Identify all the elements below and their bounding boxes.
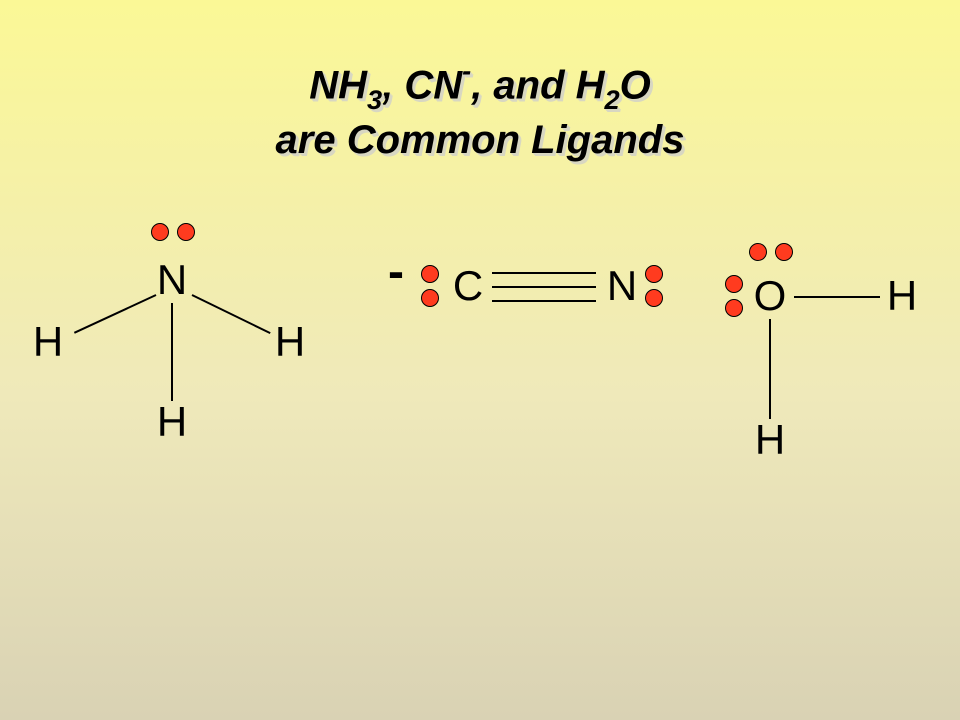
title-sub-2: 2 — [605, 84, 620, 115]
cyanide-electron-dot-2 — [645, 265, 663, 283]
water-bond-1 — [769, 319, 771, 419]
ammonia-atom-H2: H — [275, 318, 305, 366]
water-electron-dot-1 — [775, 243, 793, 261]
cyanide-atom-C: C — [453, 262, 483, 310]
water-atom-H2: H — [755, 416, 785, 464]
title-line2: are Common Ligands — [0, 115, 960, 165]
cyanide-atom-N: N — [607, 262, 637, 310]
water-electron-dot-0 — [749, 243, 767, 261]
slide-title: NH3, CN-, and H2O are Common Ligands — [0, 58, 960, 165]
cyanide-bond-1 — [492, 286, 596, 288]
water-atom-O: O — [754, 272, 787, 320]
water-electron-dot-3 — [725, 299, 743, 317]
water-bond-0 — [794, 296, 880, 298]
ammonia-bond-0 — [74, 294, 157, 334]
ammonia-electron-dot-1 — [177, 223, 195, 241]
cyanide-electron-dot-3 — [645, 289, 663, 307]
title-sub-3: 3 — [367, 84, 382, 115]
title-cn: , CN — [382, 63, 462, 107]
ammonia-electron-dot-0 — [151, 223, 169, 241]
ammonia-bond-2 — [171, 303, 173, 401]
title-o: O — [620, 63, 651, 107]
cyanide-bond-2 — [492, 300, 596, 302]
ammonia-atom-N: N — [157, 256, 187, 304]
cyanide-electron-dot-0 — [421, 265, 439, 283]
title-h: , and H — [471, 63, 604, 107]
cyanide-bond-0 — [492, 272, 596, 274]
ammonia-atom-H3: H — [157, 398, 187, 446]
cyanide-charge: - — [388, 245, 404, 300]
cyanide-electron-dot-1 — [421, 289, 439, 307]
water-atom-H1: H — [887, 272, 917, 320]
title-nh: NH — [309, 63, 367, 107]
ammonia-bond-1 — [192, 294, 271, 334]
water-electron-dot-2 — [725, 275, 743, 293]
title-sup-minus: - — [462, 55, 471, 86]
ammonia-atom-H1: H — [33, 318, 63, 366]
